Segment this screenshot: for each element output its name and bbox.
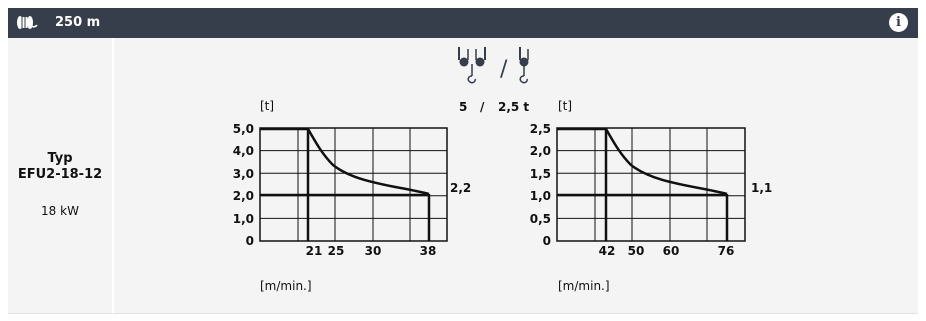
y-tick: 5,0 bbox=[233, 122, 254, 136]
x-tick: 30 bbox=[365, 244, 382, 258]
y-tick: 0 bbox=[246, 234, 254, 248]
y-tick: 0 bbox=[543, 234, 551, 248]
motor-power: 18 kW bbox=[41, 204, 79, 218]
x-tick: 50 bbox=[628, 244, 645, 258]
capacity-right: 2,5 t bbox=[498, 100, 529, 114]
load-curve bbox=[604, 128, 728, 196]
typ-label: Typ bbox=[47, 151, 73, 166]
capacity-slash: / bbox=[480, 100, 485, 114]
y-tick: 2,0 bbox=[530, 144, 551, 158]
load-speed-diagram: / 5 / 2,5 t [t] bbox=[233, 47, 773, 293]
y-tick: 2,5 bbox=[530, 122, 551, 136]
y-tick: 3,0 bbox=[233, 167, 254, 181]
y-unit-label: [t] bbox=[260, 99, 274, 113]
capacity-left: 5 bbox=[459, 100, 467, 114]
x-tick: 60 bbox=[663, 244, 680, 258]
y-unit-label: [t] bbox=[558, 99, 572, 113]
chart-right: [t] 2,5 2,0 1,5 1,0 0,5 0 42 bbox=[530, 99, 773, 293]
chart-left: [t] 5,0 4,0 3,0 2,0 1,0 0 21 bbox=[233, 99, 472, 293]
header-bar: 250 m i bbox=[8, 8, 918, 38]
chart-frame bbox=[556, 127, 746, 242]
hook-reeving-icons bbox=[458, 47, 486, 84]
cable-spool-icon bbox=[17, 16, 38, 29]
bottom-divider bbox=[8, 313, 918, 314]
x-tick: 76 bbox=[718, 244, 735, 258]
info-icon[interactable]: i bbox=[889, 13, 908, 32]
x-tick: 38 bbox=[420, 244, 437, 258]
hook-separator: / bbox=[500, 57, 508, 82]
x-tick: 42 bbox=[599, 244, 616, 258]
chart-panel: / 5 / 2,5 t [t] bbox=[114, 38, 918, 313]
model-name: EFU2-18-12 bbox=[17, 167, 103, 182]
end-value-label: 2,2 bbox=[450, 181, 471, 195]
load-curve bbox=[306, 128, 430, 196]
y-tick: 1,0 bbox=[233, 212, 254, 226]
chart-frame bbox=[259, 127, 448, 242]
y-tick: 1,5 bbox=[530, 167, 551, 181]
y-tick: 4,0 bbox=[233, 144, 254, 158]
cable-length-title: 250 m bbox=[55, 15, 101, 30]
x-unit-label: [m/min.] bbox=[260, 279, 312, 293]
y-tick: 0,5 bbox=[530, 212, 551, 226]
single-hook-icon bbox=[519, 47, 529, 84]
y-tick: 2,0 bbox=[233, 189, 254, 203]
product-info-panel: Typ EFU2-18-12 18 kW bbox=[8, 38, 112, 313]
x-tick: 25 bbox=[328, 244, 345, 258]
x-unit-label: [m/min.] bbox=[558, 279, 610, 293]
x-tick: 21 bbox=[306, 244, 323, 258]
y-tick: 1,0 bbox=[530, 189, 551, 203]
end-value-label: 1,1 bbox=[751, 181, 772, 195]
